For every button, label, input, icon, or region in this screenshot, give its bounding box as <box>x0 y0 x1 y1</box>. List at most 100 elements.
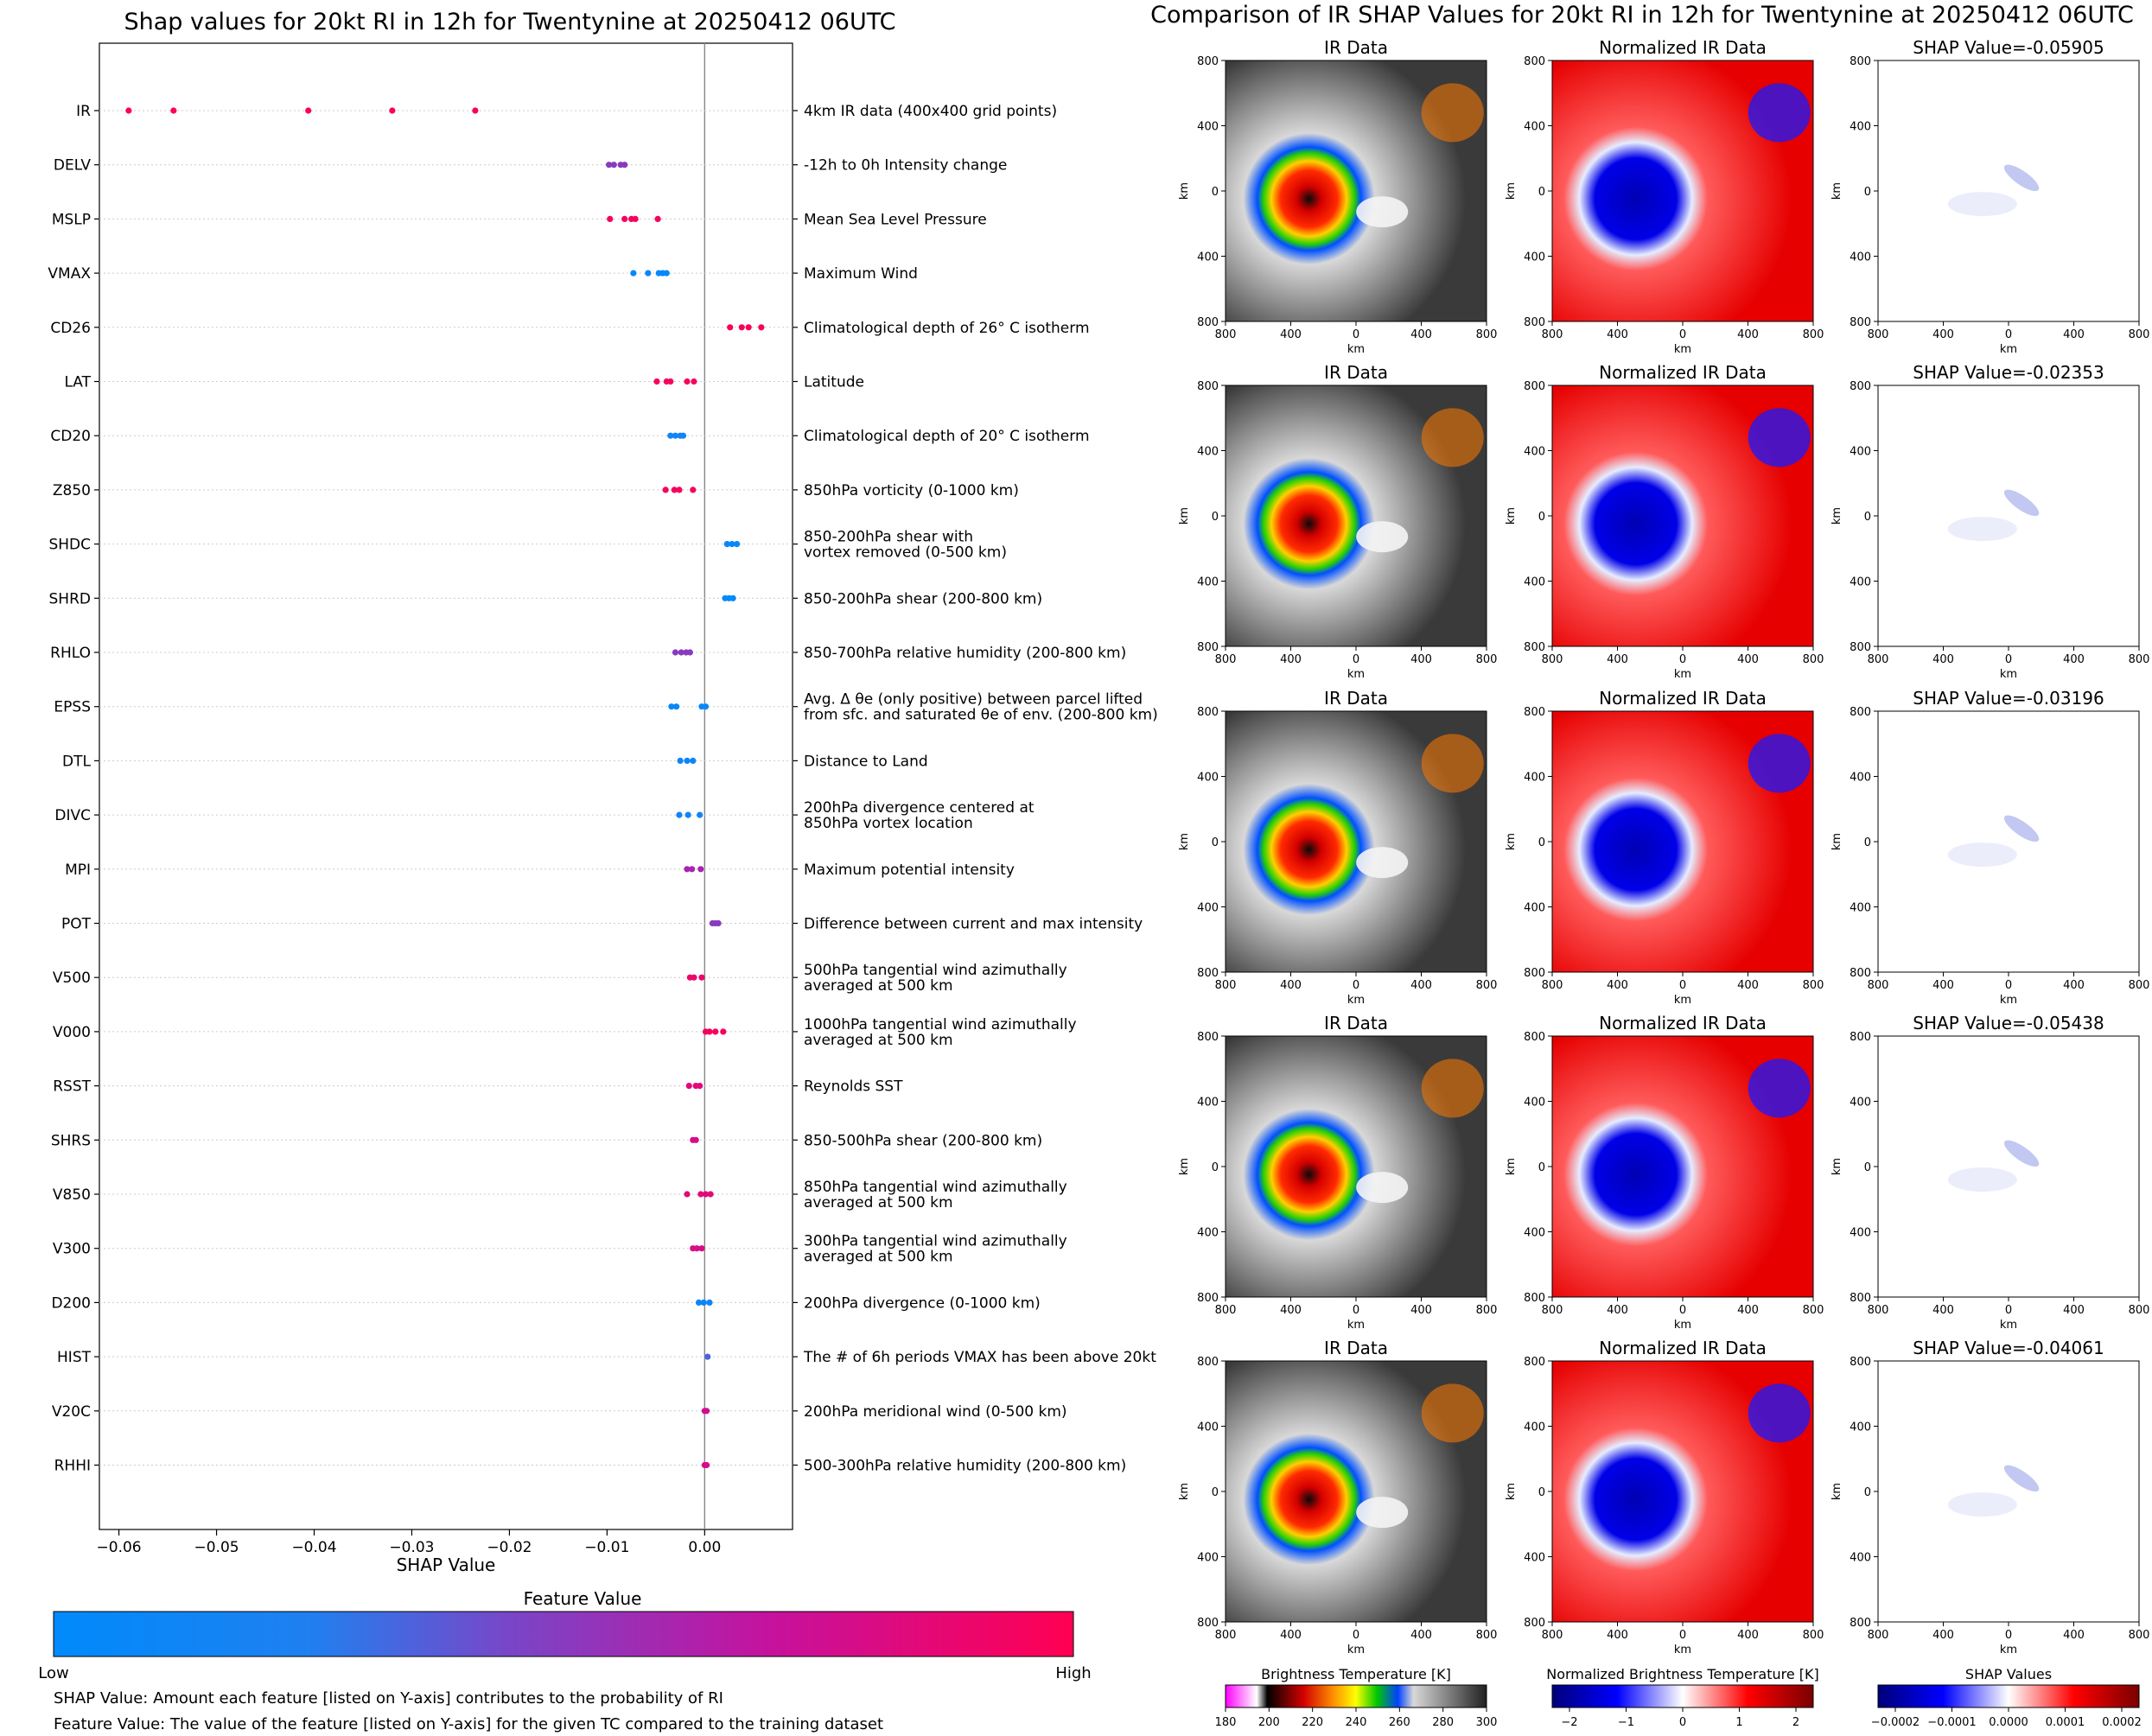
y-tick-label: 400 <box>1524 1552 1545 1565</box>
x-tick-label: 800 <box>1868 328 1889 341</box>
shap-map-panel: SHAP Value=-0.05905800800400400004004008… <box>1830 37 2149 356</box>
feature-description: 850-200hPa shear with <box>804 529 973 546</box>
y-axis-label: km <box>1830 833 1843 850</box>
x-tick-label: 0 <box>1679 1629 1686 1642</box>
shap-point <box>305 107 312 114</box>
shap-point <box>697 1191 704 1198</box>
feature-row-divc: DIVC 200hPa divergence centered at850hPa … <box>54 799 1034 832</box>
x-tick-label: 800 <box>1215 653 1237 666</box>
y-tick-label: 800 <box>1850 1617 1871 1630</box>
feature-name: LAT <box>64 374 91 391</box>
x-tick-label: 800 <box>2129 979 2150 992</box>
x-axis-label: km <box>1347 1644 1365 1657</box>
x-tick-label: 0 <box>2005 328 2012 341</box>
y-tick-label: 400 <box>1524 251 1545 264</box>
feature-name: V300 <box>53 1241 91 1258</box>
cold-cloud-top <box>1356 847 1409 879</box>
x-tick-label: 400 <box>1932 1304 1954 1317</box>
cold-cluster <box>1748 1383 1811 1443</box>
colorbar-3: SHAP Values −0.0002 −0.0001 0.0000 0.0001 0.0… <box>1871 1666 2142 1729</box>
x-tick-label: 0 <box>1353 979 1359 992</box>
y-tick-label: 800 <box>1197 316 1219 329</box>
feature-row-v000: V000 1000hPa tangential wind azimuthallya… <box>53 1016 1077 1049</box>
feature-description: 200hPa divergence centered at <box>804 799 1035 817</box>
shap-point <box>653 378 660 385</box>
feature-description: Climatological depth of 26° C isotherm <box>804 320 1090 337</box>
x-axis-label: km <box>1674 343 1691 356</box>
feature-row-rhlo: RHLO 850-700hPa relative humidity (200-80… <box>50 645 1126 662</box>
feature-description: 850-700hPa relative humidity (200-800 km… <box>804 645 1126 662</box>
feature-name: MPI <box>65 862 91 879</box>
x-tick-label: 0 <box>1353 1304 1359 1317</box>
x-tick-label: 800 <box>2129 328 2150 341</box>
feature-row-shrd: SHRD 850-200hPa shear (200-800 km) <box>49 590 1043 607</box>
x-tick-label: 800 <box>2129 1304 2150 1317</box>
convective-cluster <box>1421 1383 1484 1443</box>
y-axis-label: km <box>1178 507 1191 525</box>
panel-title: IR Data <box>1324 362 1388 383</box>
feature-name: SHDC <box>48 537 91 554</box>
cold-cluster <box>1748 83 1811 143</box>
panel-title: Normalized IR Data <box>1599 688 1767 709</box>
y-tick-label: 0 <box>1212 1161 1219 1174</box>
y-tick-label: 800 <box>1197 1617 1219 1630</box>
shap-value-title: SHAP Value=-0.03196 <box>1913 688 2104 709</box>
feature-name: V500 <box>53 970 91 987</box>
shap-map-image <box>1877 1360 2140 1623</box>
colorbar-tick-label: 240 <box>1346 1716 1367 1729</box>
x-tick-label: 400 <box>2063 653 2085 666</box>
x-tick-label: 0 <box>1679 328 1686 341</box>
shap-point <box>667 432 674 439</box>
shap-point <box>389 107 396 114</box>
shap-point <box>691 378 697 385</box>
feature-name: RHHI <box>54 1458 91 1475</box>
shap-point <box>690 757 697 765</box>
feature-description: 850hPa vortex location <box>804 815 973 832</box>
feature-description: 4km IR data (400x400 grid points) <box>804 103 1057 120</box>
colorbar-tick-label: 280 <box>1432 1716 1454 1729</box>
cold-cloud-top <box>1356 196 1409 228</box>
shap-point <box>697 811 704 818</box>
x-tick-label: −0.03 <box>389 1539 434 1556</box>
x-axis-label: km <box>1347 343 1365 356</box>
colorbar-tick-label: 260 <box>1389 1716 1410 1729</box>
colorbar-tick-label: 0.0001 <box>2046 1716 2085 1729</box>
feature-name: CD20 <box>50 428 91 445</box>
shap-map-panel: SHAP Value=-0.03196800800400400004004008… <box>1830 688 2149 1007</box>
shap-point <box>704 1353 711 1360</box>
feature-description: from sfc. and saturated θe of env. (200-… <box>804 707 1158 724</box>
feature-name: V850 <box>53 1186 91 1204</box>
x-tick-label: 400 <box>1932 979 1954 992</box>
x-tick-label: 800 <box>1476 328 1498 341</box>
panel-title: IR Data <box>1324 37 1388 58</box>
y-axis-label: km <box>1178 182 1191 200</box>
colorbar-tick-label: 0.0002 <box>2102 1716 2142 1729</box>
x-tick-label: 400 <box>1410 653 1432 666</box>
x-tick-label: 0 <box>1353 328 1359 341</box>
y-tick-label: 800 <box>1850 1031 1871 1044</box>
x-tick-label: 800 <box>1215 328 1237 341</box>
shap-feature-blob <box>2003 164 2040 192</box>
y-tick-label: 400 <box>1524 1227 1545 1240</box>
x-axis-label: km <box>2000 994 2017 1007</box>
feature-row-ir: IR 4km IR data (400x400 grid points) <box>76 103 1057 120</box>
y-tick-label: 800 <box>1524 380 1545 393</box>
x-tick-label: 400 <box>1737 1629 1759 1642</box>
y-tick-label: 800 <box>1850 641 1871 654</box>
shap-point <box>715 919 722 927</box>
feature-name: RHLO <box>50 645 91 662</box>
feature-description: The # of 6h periods VMAX has been above … <box>803 1349 1156 1366</box>
y-tick-label: 800 <box>1197 967 1219 980</box>
feature-description: averaged at 500 km <box>804 1249 953 1266</box>
y-tick-label: 800 <box>1197 55 1219 68</box>
x-axis-label: km <box>1347 668 1365 681</box>
shap-feature-blob <box>1947 517 2017 542</box>
shap-point <box>678 649 684 656</box>
y-tick-label: 800 <box>1197 1292 1219 1305</box>
x-tick-label: 400 <box>1737 1304 1759 1317</box>
comparison-row-5: IR Data80080040040000400400800800kmkmNor… <box>1178 1338 2149 1657</box>
feature-description: 850hPa vorticity (0-1000 km) <box>804 482 1019 499</box>
y-tick-label: 800 <box>1850 706 1871 719</box>
